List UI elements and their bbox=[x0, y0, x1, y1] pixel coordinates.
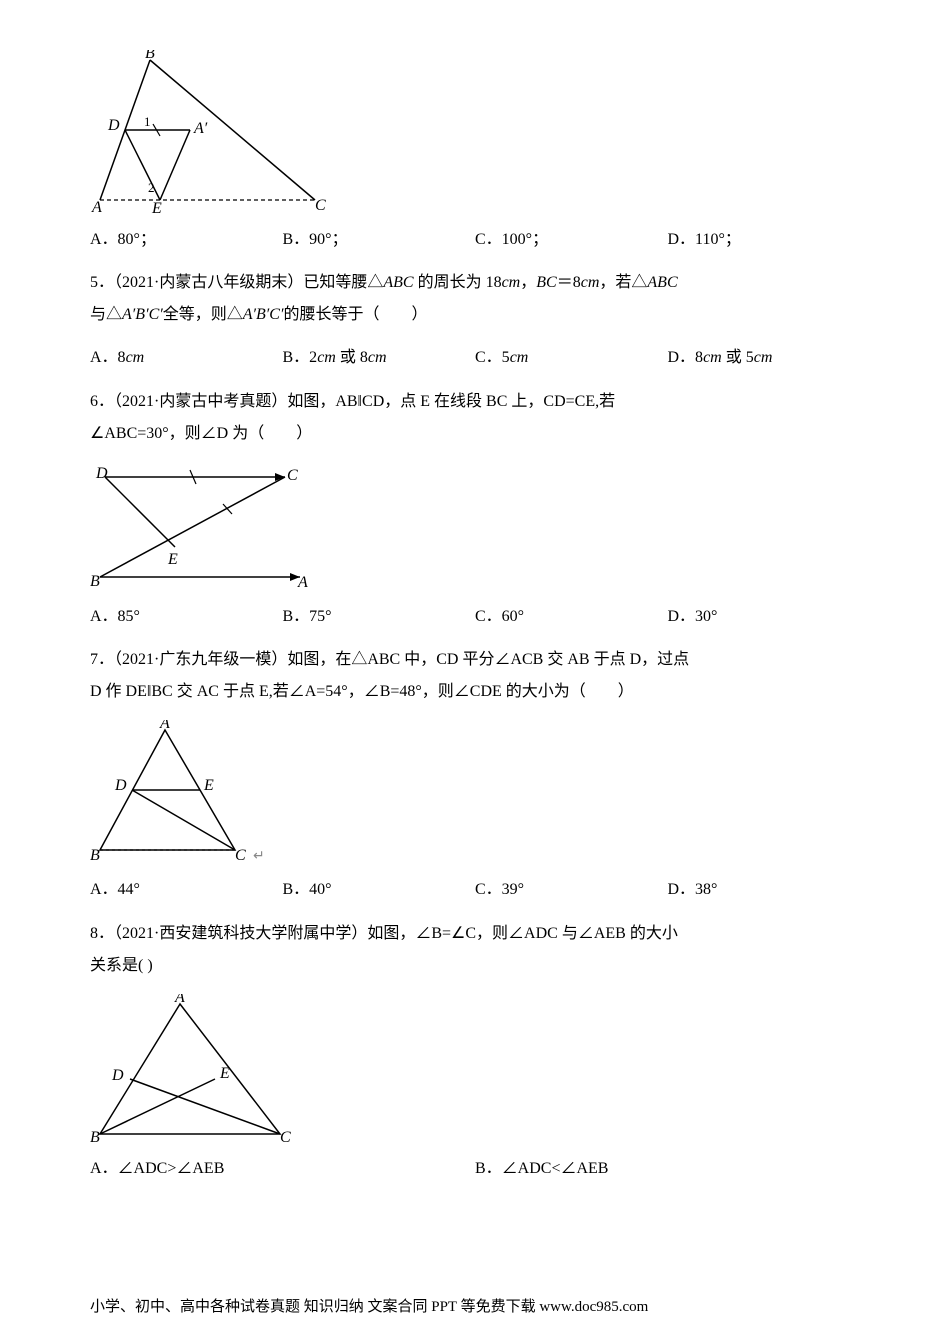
q8-l1: 8．（2021·西安建筑科技大学附属中学）如图，∠B=∠C，则∠ADC 与∠AE… bbox=[90, 925, 678, 942]
q5-bc: BC bbox=[536, 274, 556, 291]
q7-l1: 7．（2021·广东九年级一模）如图，在△ABC 中，CD 平分∠ACB 交 A… bbox=[90, 651, 689, 668]
q7-text: 7．（2021·广东九年级一模）如图，在△ABC 中，CD 平分∠ACB 交 A… bbox=[90, 644, 860, 708]
q6-optC: C．60° bbox=[475, 602, 668, 632]
svg-q7: A B C D E ↵ bbox=[90, 720, 290, 865]
label-A8: A bbox=[174, 994, 185, 1006]
q6-l1: 6．（2021·内蒙古中考真题）如图，AB‖CD，点 E 在线段 BC 上，CD… bbox=[90, 393, 615, 410]
q7-l2: D 作 DE‖BC 交 AC 于点 E,若∠A=54°，∠B=48°，则∠CDE… bbox=[90, 683, 634, 700]
q8-optB: B．∠ADC<∠AEB bbox=[475, 1154, 860, 1184]
q5-cm1: cm bbox=[502, 274, 521, 291]
label-D8: D bbox=[111, 1067, 124, 1084]
label-B6: B bbox=[90, 573, 100, 590]
q5-optD: D．8cm 或 5cm bbox=[668, 343, 861, 373]
q5-abc1: ABC bbox=[383, 274, 413, 291]
q5-ap2: A′B′C′ bbox=[243, 306, 284, 323]
q6-l2: ∠ABC=30°，则∠D 为（ ） bbox=[90, 425, 312, 442]
q6-optD: D．30° bbox=[668, 602, 861, 632]
q8-text: 8．（2021·西安建筑科技大学附属中学）如图，∠B=∠C，则∠ADC 与∠AE… bbox=[90, 918, 860, 982]
label-E: E bbox=[151, 200, 162, 215]
page: A B C D E A′ 1 2 A．80°； B．90°； C．100°； D… bbox=[0, 0, 950, 1344]
q6-text: 6．（2021·内蒙古中考真题）如图，AB‖CD，点 E 在线段 BC 上，CD… bbox=[90, 386, 860, 450]
label-2: 2 bbox=[148, 180, 155, 195]
label-D6: D bbox=[95, 465, 108, 482]
q5-l2b: 全等，则△ bbox=[163, 306, 243, 323]
label-C8: C bbox=[280, 1129, 291, 1144]
q5-optA: A．8cm bbox=[90, 343, 283, 373]
q8-optA: A．∠ADC>∠AEB bbox=[90, 1154, 475, 1184]
q5-ap1: A′B′C′ bbox=[122, 306, 163, 323]
label-B7: B bbox=[90, 847, 100, 864]
label-A7: A bbox=[159, 720, 170, 732]
label-E8: E bbox=[219, 1065, 230, 1082]
q7-optC: C．39° bbox=[475, 875, 668, 905]
q5-options: A．8cm B．2cm 或 8cm C．5cm D．8cm 或 5cm bbox=[90, 343, 860, 373]
q5-pre: 5．（2021·内蒙古八年级期末）已知等腰△ bbox=[90, 274, 383, 291]
q6-optA: A．85° bbox=[90, 602, 283, 632]
q5-mid2: ， bbox=[520, 274, 536, 291]
q7-optB: B．40° bbox=[283, 875, 476, 905]
label-C6: C bbox=[287, 467, 298, 484]
figure-q7: A B C D E ↵ bbox=[90, 720, 860, 865]
q5-mid1: 的周长为 18 bbox=[414, 274, 502, 291]
label-C7: C bbox=[235, 847, 246, 864]
q8-l2: 关系是( ) bbox=[90, 957, 153, 974]
q7-optA: A．44° bbox=[90, 875, 283, 905]
q5-mid3: ，若△ bbox=[599, 274, 647, 291]
q4-optB: B．90°； bbox=[283, 225, 476, 255]
q5-eq: ＝8 bbox=[557, 274, 581, 291]
figure-q8: A B C D E bbox=[90, 994, 860, 1144]
label-B: B bbox=[145, 50, 155, 62]
label-A: A bbox=[91, 199, 102, 215]
q4-optA: A．80°； bbox=[90, 225, 283, 255]
q5-cm2: cm bbox=[581, 274, 600, 291]
label-arrow7: ↵ bbox=[253, 849, 265, 864]
q5-optC: C．5cm bbox=[475, 343, 668, 373]
q6-options: A．85° B．75° C．60° D．30° bbox=[90, 602, 860, 632]
figure-q6: D C B A E bbox=[90, 462, 860, 592]
svg-q6: D C B A E bbox=[90, 462, 315, 592]
q4-optC: C．100°； bbox=[475, 225, 668, 255]
label-C: C bbox=[315, 197, 326, 214]
label-E7: E bbox=[203, 777, 214, 794]
label-1: 1 bbox=[144, 114, 151, 129]
q7-options: A．44° B．40° C．39° D．38° bbox=[90, 875, 860, 905]
q7-optD: D．38° bbox=[668, 875, 861, 905]
q5-optB: B．2cm 或 8cm bbox=[283, 343, 476, 373]
svg-q8: A B C D E bbox=[90, 994, 300, 1144]
label-D7: D bbox=[114, 777, 127, 794]
q5-l2a: 与△ bbox=[90, 306, 122, 323]
label-B8: B bbox=[90, 1129, 100, 1144]
q8-options: A．∠ADC>∠AEB B．∠ADC<∠AEB bbox=[90, 1154, 860, 1184]
q5-text: 5．（2021·内蒙古八年级期末）已知等腰△ABC 的周长为 18cm，BC＝8… bbox=[90, 267, 860, 331]
q4-optD: D．110°； bbox=[668, 225, 861, 255]
label-Aprime: A′ bbox=[193, 120, 208, 137]
label-A6: A bbox=[297, 574, 308, 591]
q4-options: A．80°； B．90°； C．100°； D．110°； bbox=[90, 225, 860, 255]
svg-q4: A B C D E A′ 1 2 bbox=[90, 50, 330, 215]
q5-abc2: ABC bbox=[647, 274, 677, 291]
label-E6: E bbox=[167, 551, 178, 568]
figure-q4: A B C D E A′ 1 2 bbox=[90, 50, 860, 215]
q6-optB: B．75° bbox=[283, 602, 476, 632]
page-footer: 小学、初中、高中各种试卷真题 知识归纳 文案合同 PPT 等免费下载 www.d… bbox=[90, 1295, 860, 1316]
q5-l2c: 的腰长等于（ ） bbox=[283, 306, 427, 323]
label-D: D bbox=[107, 117, 120, 134]
